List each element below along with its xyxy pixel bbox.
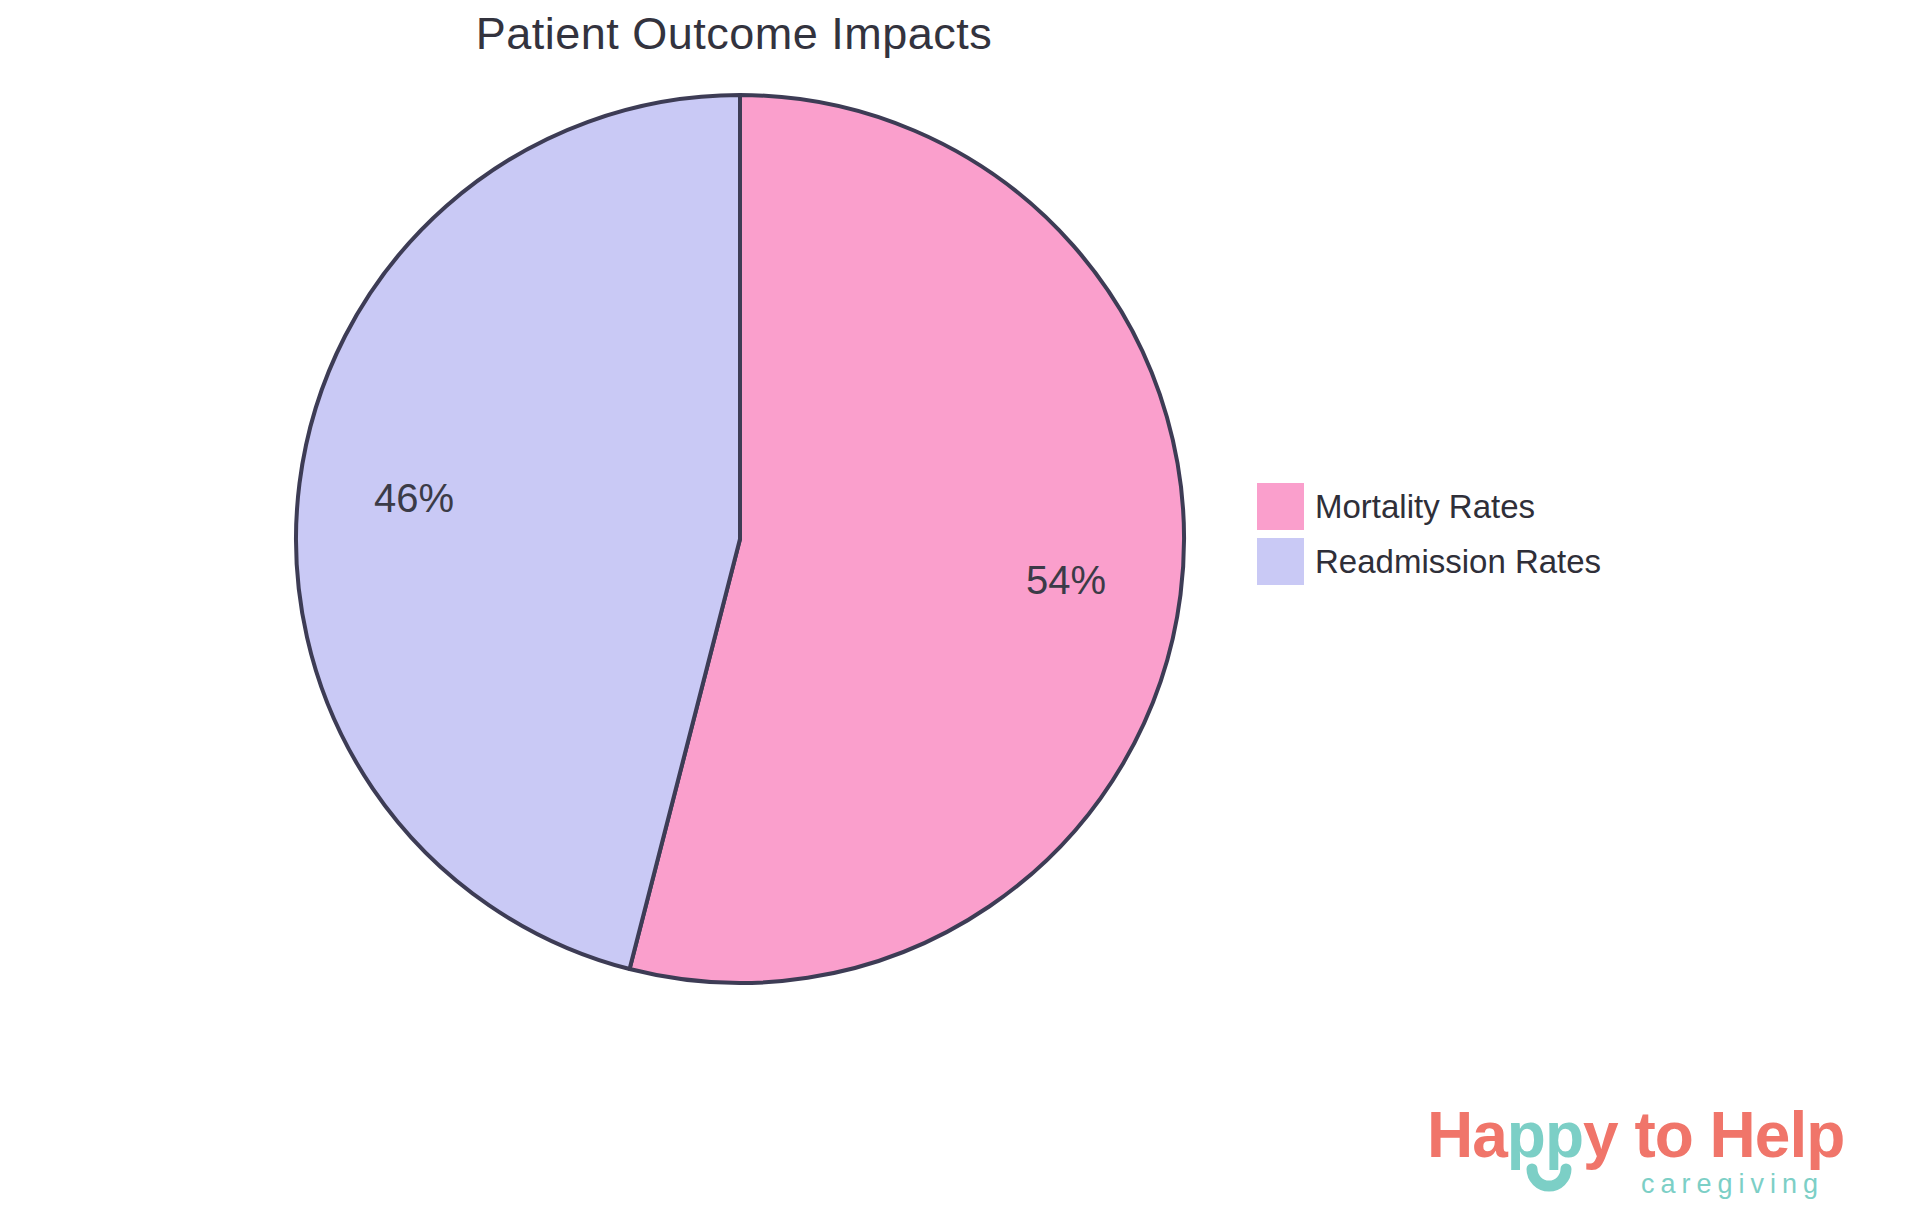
legend-item-mortality-rates: Mortality Rates [1257,483,1601,530]
slice-label-readmission-rates: 46% [374,476,454,520]
logo-wordmark-part3: y to Help [1583,1099,1844,1171]
slice-label-mortality-rates: 54% [1026,558,1106,602]
legend-item-readmission-rates: Readmission Rates [1257,538,1601,585]
legend-label-readmission-rates: Readmission Rates [1315,543,1601,581]
legend-label-mortality-rates: Mortality Rates [1315,488,1535,526]
legend-swatch-mortality-rates-icon [1257,483,1304,530]
logo-wordmark-part2: pp [1507,1099,1583,1171]
chart-title: Patient Outcome Impacts [476,8,993,60]
smile-icon [1526,1163,1572,1195]
logo-wordmark-part1: Ha [1427,1099,1507,1171]
logo-wordmark: Happy to Help [1427,1103,1897,1167]
happy-to-help-logo: Happy to Help caregiving [1427,1103,1897,1208]
legend-swatch-readmission-rates-icon [1257,538,1304,585]
logo-tagline: caregiving [1641,1169,1824,1200]
chart-legend: Mortality Rates Readmission Rates [1257,483,1601,585]
pie-chart: 54% 46% [290,89,1190,989]
